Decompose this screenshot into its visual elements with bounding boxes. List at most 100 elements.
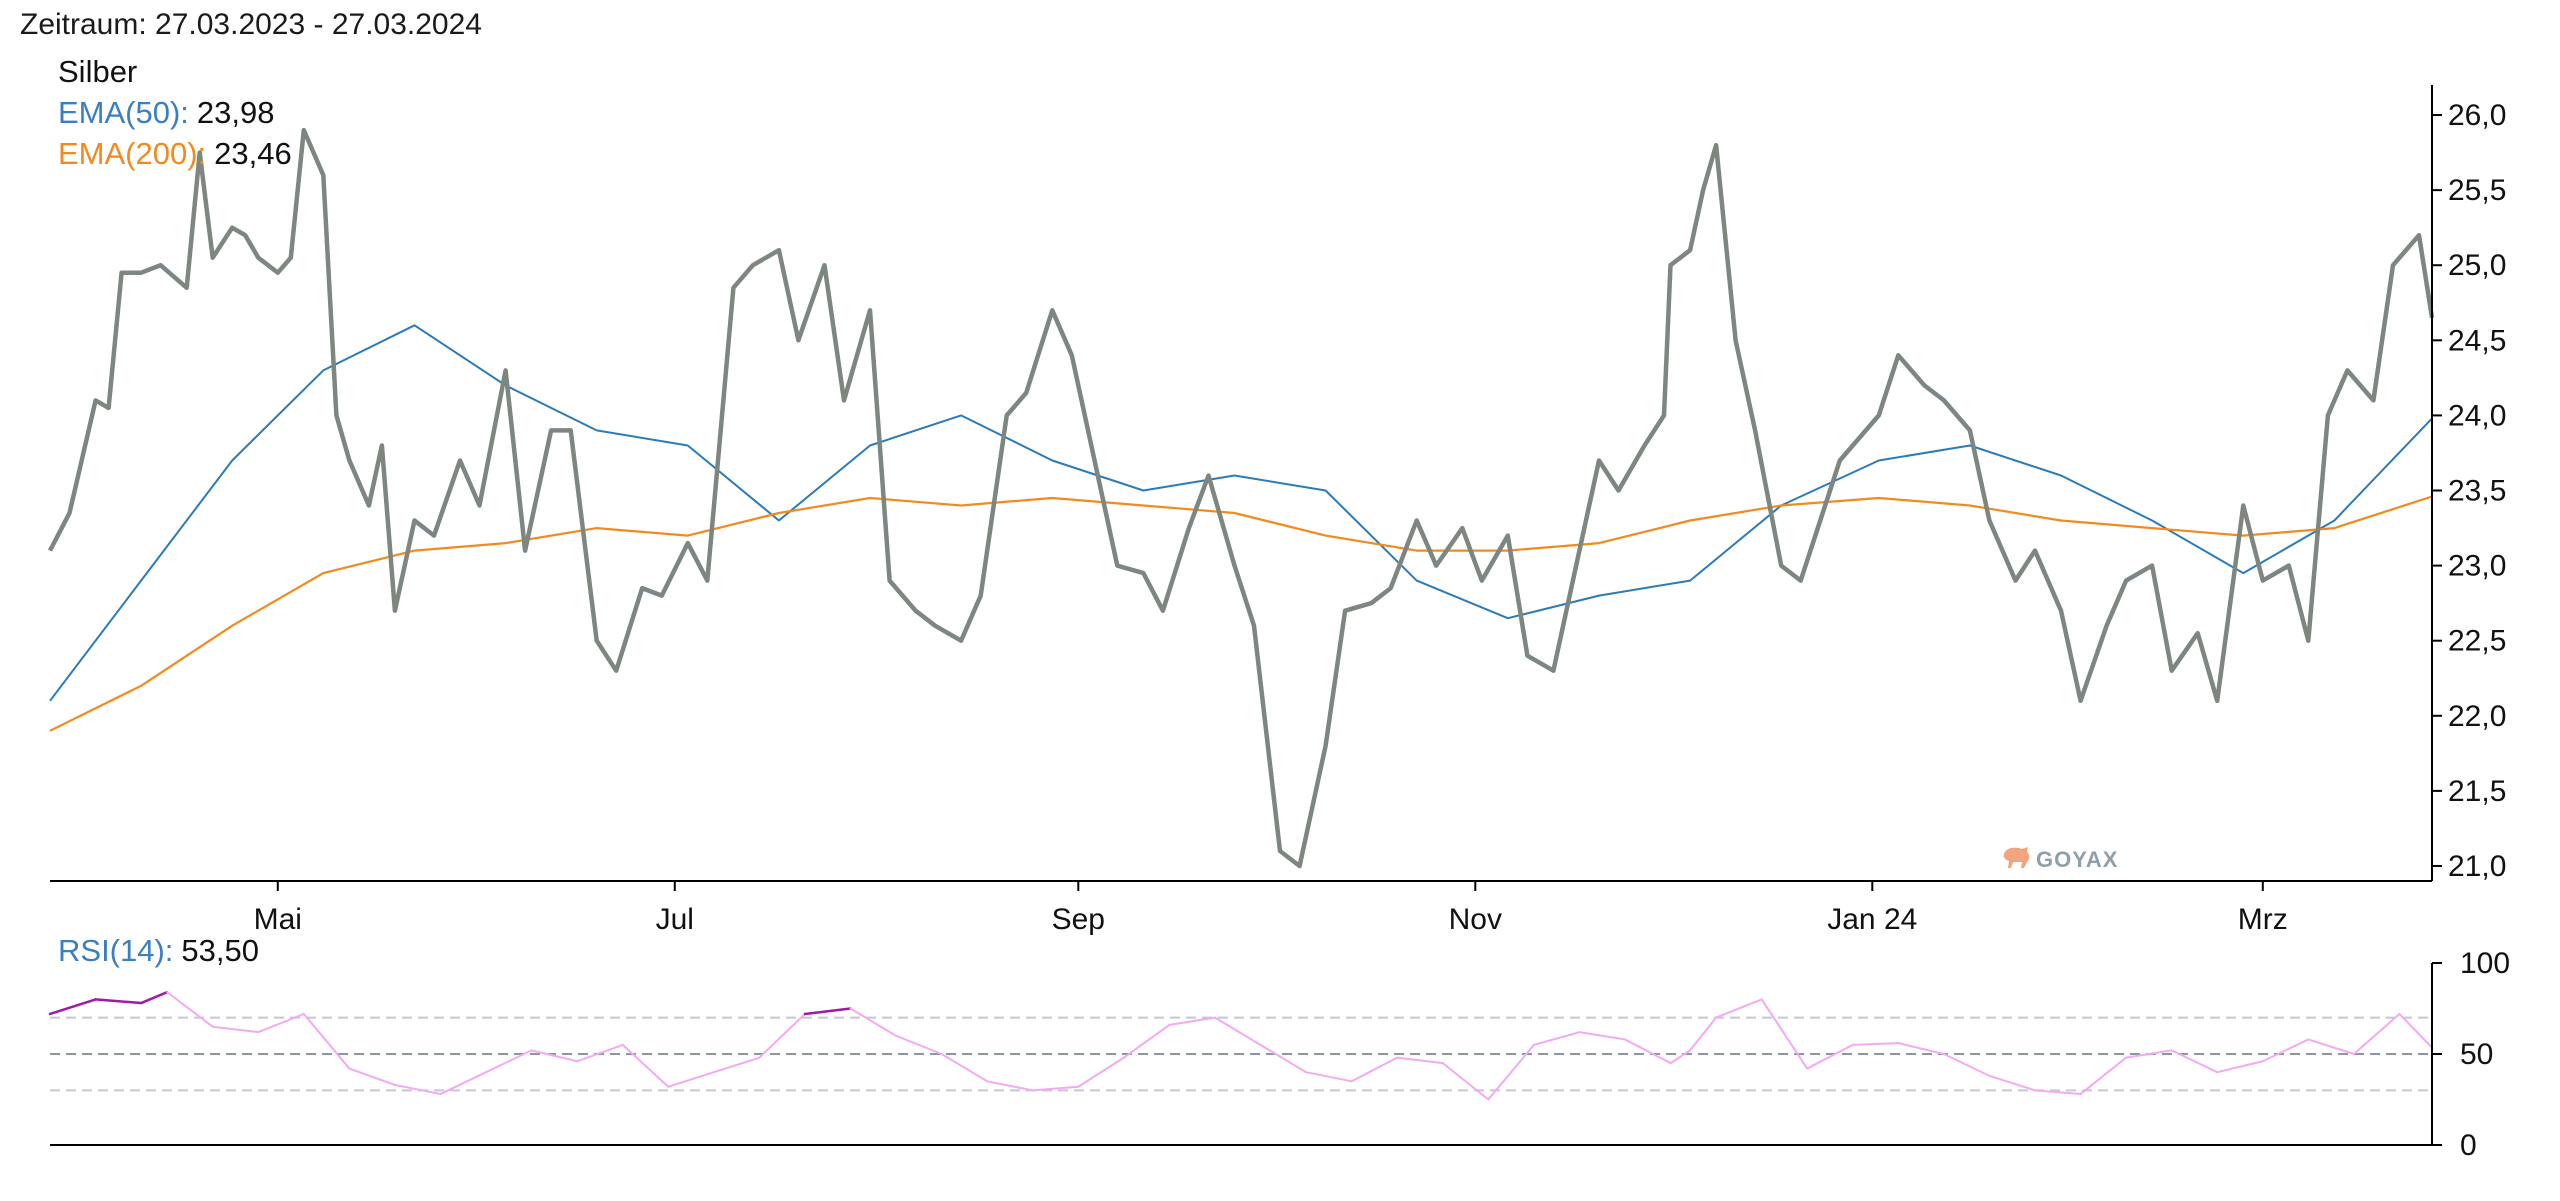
rsi-line-segment: [530, 1049, 579, 1063]
rsi-line-segment: [348, 1067, 396, 1086]
legend: Silber EMA(50): 23,98 EMA(200): 23,46: [58, 54, 292, 171]
rsi-y-tick-label: 100: [2460, 947, 2510, 980]
y-tick-label: 24,0: [2448, 399, 2506, 432]
rsi-line-segment: [712, 1056, 761, 1074]
x-tick-label: Mai: [254, 903, 302, 936]
rsi-line-segment: [1305, 1071, 1353, 1083]
rsi-line-segment: [1851, 1042, 1900, 1046]
rsi-line-segment: [2216, 1060, 2264, 1074]
y-axis-ticks: 21,0 21,5 22,0 22,5 23,0 23,5 24,0 24,5 25,0 25,5…: [2432, 99, 2506, 883]
y-tick-label: 22,0: [2448, 700, 2506, 733]
rsi-line-segment: [257, 1012, 305, 1034]
y-tick-label: 21,5: [2448, 775, 2506, 808]
y-tick-label: 23,5: [2448, 475, 2506, 508]
rsi-line-segment: [1213, 1016, 1262, 1046]
rsi-line-segment: [621, 1043, 670, 1088]
legend-ema50-value: 23,98: [197, 95, 275, 130]
rsi-line-segment: [2261, 1038, 2310, 1063]
rsi-line-segment: [849, 1007, 898, 1037]
period-label: Zeitraum: 27.03.2023 - 27.03.2024: [20, 8, 482, 41]
x-tick-label: Sep: [1052, 903, 1105, 936]
rsi-panel: RSI(14): 53,50 0 50 100: [48, 933, 2510, 1162]
rsi-line-segment: [485, 1049, 533, 1074]
rsi-line-segment: [166, 991, 214, 1028]
rsi-line-segment: [2170, 1049, 2219, 1074]
rsi-line-segment: [1942, 1053, 1991, 1077]
main-series-group: [48, 127, 2435, 869]
price-line: [48, 127, 2435, 869]
rsi-line-segment: [302, 1012, 351, 1070]
rsi-line-segment: [393, 1083, 442, 1096]
rsi-line-segment: [1760, 998, 1809, 1070]
legend-rsi-value: 53,50: [181, 933, 259, 968]
legend-ema200-label: EMA(200):: [58, 136, 206, 171]
rsi-line-segment: [1988, 1074, 2036, 1092]
x-axis-ticks: Mai Jul Sep Nov Jan 24 Mrz: [254, 881, 2288, 936]
legend-rsi: RSI(14): 53,50: [58, 933, 259, 968]
ema50-line: [49, 324, 2433, 702]
y-tick-label: 24,5: [2448, 324, 2506, 357]
legend-instrument: Silber: [58, 54, 137, 89]
rsi-line-segment: [2079, 1056, 2128, 1096]
rsi-line-segment: [667, 1071, 715, 1088]
rsi-line-segment: [1623, 1038, 1672, 1065]
logo-text: GOYAX: [2036, 847, 2118, 872]
rsi-line-segment: [211, 1025, 260, 1034]
rsi-y-tick-label: 0: [2460, 1129, 2477, 1162]
legend-ema50: EMA(50): 23,98: [58, 95, 275, 130]
rsi-line-segment: [2307, 1038, 2355, 1055]
rsi-line-segment: [2034, 1089, 2082, 1096]
goyax-logo: GOYAX: [2003, 847, 2118, 872]
legend-ema200-value: 23,46: [214, 136, 292, 171]
rsi-line-segment: [1122, 1023, 1171, 1059]
rsi-line-segment: [576, 1043, 624, 1063]
rsi-reference-lines: [50, 1016, 2432, 1092]
rsi-line-segment: [1168, 1016, 1216, 1026]
rsi-line-segment: [758, 1012, 806, 1059]
x-tick-label: Jul: [656, 903, 694, 936]
rsi-line-segment: [986, 1080, 1034, 1092]
legend-ema50-label: EMA(50):: [58, 95, 189, 130]
y-tick-label: 23,0: [2448, 550, 2506, 583]
rsi-y-axis-ticks: 0 50 100: [2432, 947, 2510, 1162]
y-tick-label: 22,5: [2448, 625, 2506, 658]
rsi-line-segment: [1396, 1056, 1444, 1065]
rsi-line-segment: [1669, 1049, 1692, 1065]
rsi-line-segment: [1077, 1056, 1125, 1088]
rsi-line-segment: [2352, 1012, 2401, 1055]
rsi-line-segment: [1689, 1016, 1718, 1052]
rsi-line-segment: [1806, 1043, 1854, 1070]
rsi-line-segment: [1715, 998, 1763, 1019]
ema200-line: [49, 495, 2433, 732]
y-tick-label: 21,0: [2448, 850, 2506, 883]
x-tick-label: Nov: [1449, 903, 1502, 936]
x-tick-label: Mrz: [2238, 903, 2288, 936]
y-tick-label: 25,0: [2448, 249, 2506, 282]
rsi-line-segment: [1441, 1062, 1490, 1101]
x-tick-label: Jan 24: [1827, 903, 1917, 936]
bull-icon: [2003, 847, 2030, 868]
legend-ema200: EMA(200): 23,46: [58, 136, 292, 171]
rsi-line-segment: [139, 990, 169, 1005]
rsi-line-segment: [803, 1007, 852, 1016]
rsi-line-segment: [1031, 1085, 1080, 1092]
rsi-line-segment: [2125, 1049, 2173, 1059]
rsi-y-tick-label: 50: [2460, 1038, 2493, 1071]
y-tick-label: 26,0: [2448, 99, 2506, 132]
rsi-line-segment: [2398, 1012, 2433, 1049]
rsi-line-segment: [48, 998, 97, 1016]
rsi-line-segment: [895, 1034, 943, 1055]
rsi-line-segment: [1487, 1043, 1535, 1101]
rsi-line-segment: [1532, 1031, 1581, 1046]
main-panel: 21,0 21,5 22,0 22,5 23,0 23,5 24,0 24,5 25,0 25,5…: [48, 54, 2506, 936]
rsi-line-segment: [940, 1053, 989, 1083]
y-tick-label: 25,5: [2448, 174, 2506, 207]
rsi-line-segment: [94, 998, 143, 1005]
rsi-line-segment: [1897, 1042, 1945, 1055]
legend-rsi-label: RSI(14):: [58, 933, 173, 968]
rsi-line-segment: [1578, 1031, 1626, 1041]
rsi-line-segment: [439, 1071, 488, 1096]
rsi-series-group: [48, 990, 2433, 1101]
rsi-line-segment: [1259, 1043, 1308, 1074]
